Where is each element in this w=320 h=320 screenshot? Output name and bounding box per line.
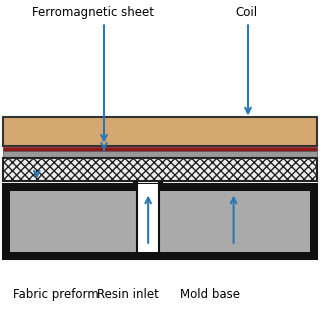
Text: Ferromagnetic sheet: Ferromagnetic sheet bbox=[32, 6, 154, 19]
Bar bbox=[10, 184, 137, 191]
Text: Mold base: Mold base bbox=[180, 288, 240, 301]
Bar bbox=[137, 184, 159, 252]
Bar bbox=[3, 117, 317, 146]
Bar bbox=[3, 147, 317, 151]
Bar bbox=[3, 184, 317, 259]
Text: Fabric preform: Fabric preform bbox=[13, 288, 99, 301]
Bar bbox=[3, 151, 317, 157]
Bar bbox=[10, 191, 137, 252]
Bar bbox=[3, 158, 317, 181]
Text: Resin inlet: Resin inlet bbox=[97, 288, 159, 301]
Bar bbox=[159, 184, 310, 191]
Bar bbox=[10, 191, 310, 252]
Bar bbox=[159, 191, 310, 252]
Text: Coil: Coil bbox=[235, 6, 258, 19]
